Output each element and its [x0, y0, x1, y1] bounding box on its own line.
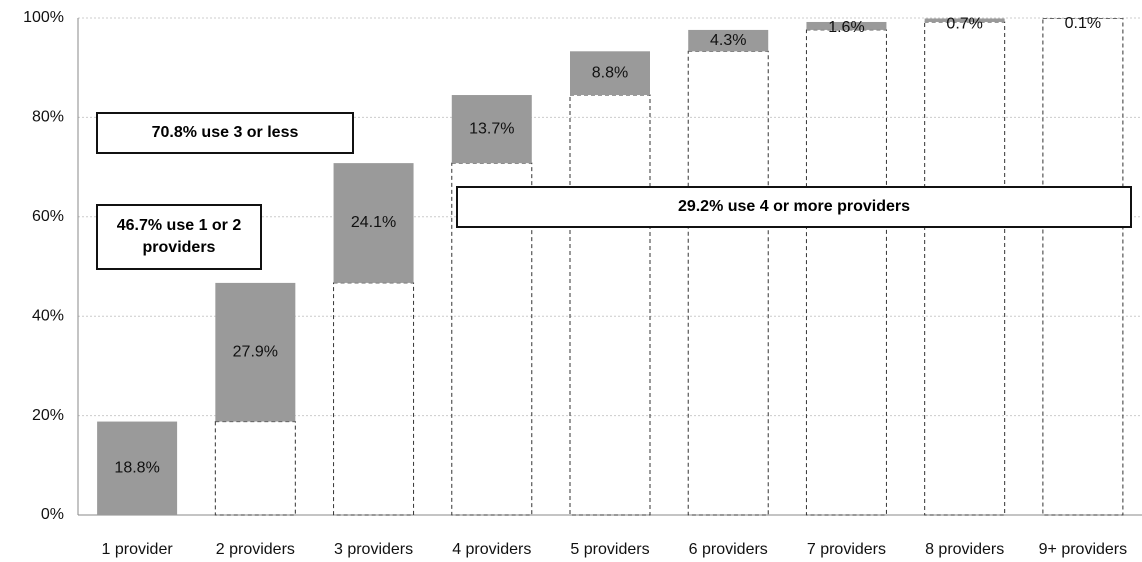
connector: [924, 21, 1006, 516]
x-tick-label: 4 providers: [452, 541, 531, 558]
connector: [451, 162, 533, 516]
x-tick-label: 8 providers: [925, 541, 1004, 558]
y-tick-label: 20%: [32, 407, 64, 424]
y-tick-label: 40%: [32, 307, 64, 324]
connector: [569, 94, 651, 516]
x-tick-label: 2 providers: [216, 541, 295, 558]
y-tick-label: 80%: [32, 109, 64, 126]
connector: [214, 421, 296, 516]
connector: [1042, 17, 1124, 516]
data-label: 0.1%: [1065, 15, 1101, 32]
bar: [570, 51, 650, 96]
data-label: 18.8%: [114, 460, 159, 477]
annotation: 46.7% use 1 or 2 providers: [96, 204, 262, 270]
data-label: 0.7%: [946, 16, 982, 33]
data-label: 4.3%: [710, 32, 746, 49]
connector: [333, 282, 415, 516]
annotation: 29.2% use 4 or more providers: [456, 186, 1132, 228]
bar: [924, 18, 1005, 22]
bar: [97, 421, 178, 515]
data-label: 8.8%: [592, 64, 628, 81]
annotation: 70.8% use 3 or less: [96, 112, 354, 154]
data-label: 1.6%: [828, 19, 864, 36]
bar: [215, 282, 296, 422]
data-label: 24.1%: [351, 214, 396, 231]
y-tick-label: 60%: [32, 208, 64, 225]
bar: [333, 163, 414, 283]
y-tick-label: 0%: [41, 506, 64, 523]
x-tick-label: 3 providers: [334, 541, 413, 558]
data-label: 13.7%: [469, 120, 514, 137]
connector: [687, 50, 769, 516]
x-tick-label: 1 provider: [102, 541, 174, 558]
bar: [806, 21, 887, 30]
bar: [688, 29, 769, 52]
x-tick-label: 6 providers: [689, 541, 768, 558]
x-tick-label: 5 providers: [570, 541, 649, 558]
data-label: 27.9%: [233, 343, 278, 360]
x-tick-label: 7 providers: [807, 541, 886, 558]
connector: [805, 29, 887, 516]
y-tick-label: 100%: [23, 9, 64, 26]
x-tick-label: 9+ providers: [1039, 541, 1128, 558]
bar: [451, 95, 532, 164]
